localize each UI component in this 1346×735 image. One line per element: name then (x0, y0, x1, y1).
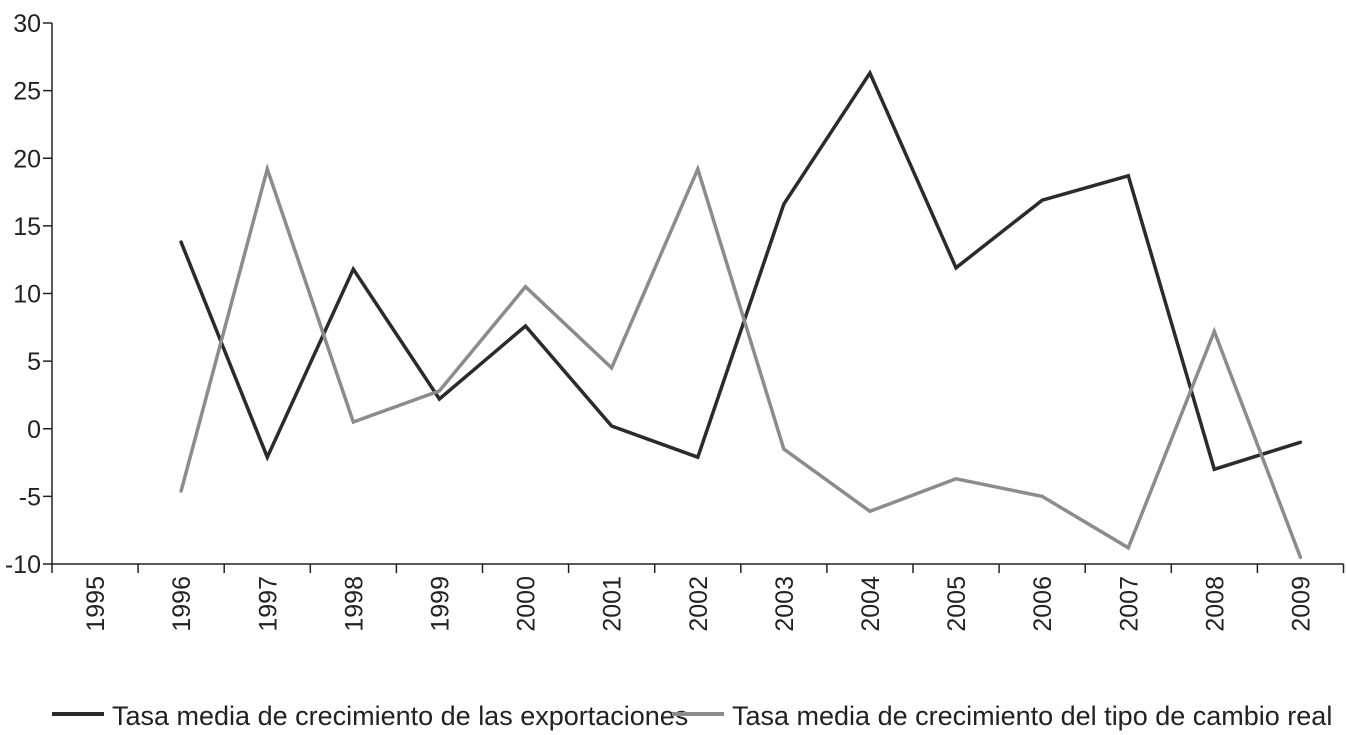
x-tick-label: 2002 (685, 576, 713, 632)
x-tick-label: 1999 (426, 576, 454, 632)
x-tick-label: 2009 (1287, 576, 1315, 632)
x-tick-label: 1998 (340, 576, 368, 632)
series-lines (179, 69, 1303, 559)
series-line-1 (179, 69, 1303, 472)
x-tick-label: 1997 (254, 576, 282, 632)
x-tick-label: 2006 (1029, 576, 1057, 632)
y-axis: 30 25 20 15 10 5 0 -5 -10 (5, 10, 53, 579)
x-tick-label: 2004 (857, 576, 885, 632)
x-tick-label: 2007 (1115, 576, 1143, 632)
legend-label-2: Tasa media de crecimiento del tipo de ca… (732, 701, 1332, 731)
x-axis: 1995 1996 1997 1998 1999 2000 2001 2002 2003 2004… (51, 563, 1345, 632)
x-tick-label: 2001 (599, 576, 627, 632)
series-line-2 (179, 163, 1303, 559)
y-tick-label: 0 (27, 416, 41, 444)
x-tick-label: 1995 (82, 576, 110, 632)
y-tick-label: -10 (5, 551, 41, 579)
x-tick-label: 2003 (771, 576, 799, 632)
y-tick-label: 10 (13, 281, 41, 309)
legend: Tasa media de crecimiento de las exporta… (52, 701, 1332, 731)
y-tick-label: -5 (19, 483, 41, 511)
y-tick-label: 25 (13, 78, 41, 106)
y-tick-label: 5 (27, 348, 41, 376)
x-tick-label: 2005 (943, 576, 971, 632)
x-tick-label: 1996 (168, 576, 196, 632)
y-tick-label: 20 (13, 145, 41, 173)
x-tick-label: 2000 (513, 576, 541, 632)
legend-label-1: Tasa media de crecimiento de las exporta… (112, 701, 688, 731)
y-tick-label: 30 (13, 10, 41, 38)
y-tick-label: 15 (13, 213, 41, 241)
x-tick-label: 2008 (1201, 576, 1229, 632)
